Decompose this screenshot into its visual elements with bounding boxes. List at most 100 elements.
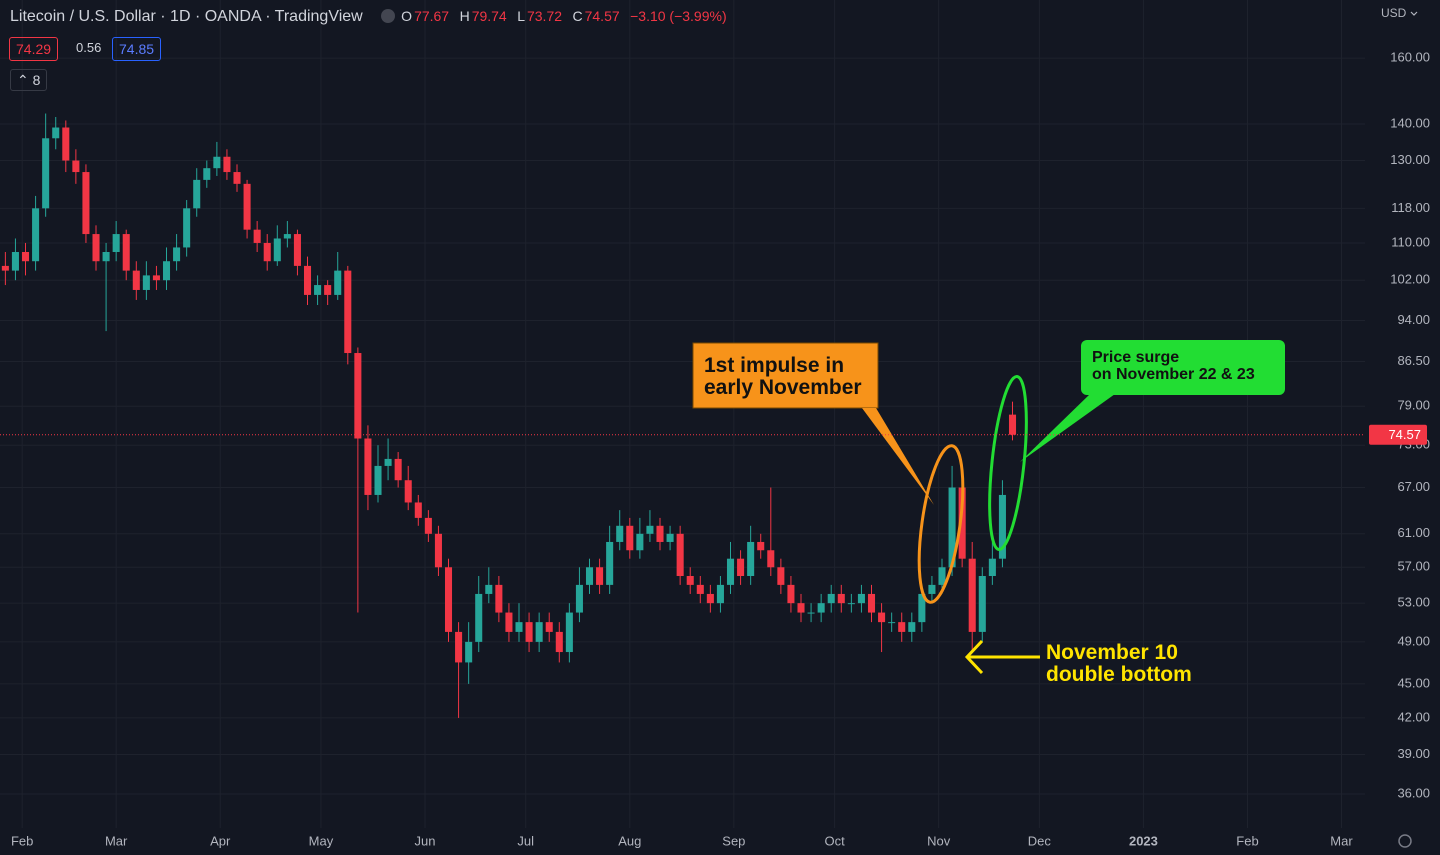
annotation-line: double bottom — [1046, 663, 1192, 686]
y-tick-label: 49.00 — [1397, 633, 1430, 648]
candle-body — [787, 584, 795, 604]
y-tick-label: 86.50 — [1397, 353, 1430, 368]
candle-body — [1008, 414, 1017, 435]
candle-body — [998, 494, 1006, 559]
candle-body — [888, 622, 896, 624]
candle-body — [324, 285, 332, 295]
candle-body — [676, 533, 684, 577]
candle-body — [908, 622, 916, 632]
y-tick-label: 36.00 — [1397, 785, 1430, 800]
ohlc-value: 79.74 — [471, 8, 507, 24]
candle-body — [233, 172, 241, 184]
candle-body — [173, 247, 181, 262]
ohlc-prefix: H — [459, 8, 470, 24]
y-tick-label: 118.00 — [1391, 200, 1430, 215]
status-dot — [380, 9, 395, 23]
candle-body — [92, 234, 100, 262]
y-tick-label: 102.00 — [1390, 272, 1430, 287]
x-tick-label: Oct — [824, 833, 845, 848]
header: Litecoin / U.S. Dollar · 1D · OANDA · Tr… — [10, 8, 733, 26]
x-tick-label: Feb — [1236, 833, 1258, 848]
candle-body — [344, 270, 352, 354]
x-tick-label: Dec — [1028, 833, 1052, 848]
candle-body — [968, 558, 976, 632]
x-tick-label: Apr — [210, 833, 231, 848]
y-tick-label: 45.00 — [1397, 675, 1430, 690]
candle-body — [455, 631, 463, 663]
candle-body — [767, 550, 775, 568]
candle-body — [273, 238, 281, 262]
ohlc-value: 73.72 — [526, 8, 563, 24]
candle-body — [414, 502, 422, 518]
candle-body — [72, 160, 80, 173]
candle-body — [918, 593, 926, 623]
y-tick-label: 67.00 — [1397, 479, 1430, 494]
candle-body — [646, 525, 654, 534]
ohlc-value: 74.57 — [584, 8, 620, 24]
ohlc-prefix: O — [401, 8, 413, 24]
candle-body — [867, 593, 876, 613]
x-tick-label: 2023 — [1129, 833, 1158, 848]
candle-body — [444, 567, 453, 632]
annotation-text: Price surge on November 22 & 23 — [1092, 349, 1255, 383]
candle-body — [958, 487, 966, 559]
y-tick-label: 39.00 — [1397, 746, 1430, 761]
annotations: 1st impulse in early November Price surge… — [692, 340, 1285, 686]
last-price-badge — [1369, 424, 1427, 445]
candle-body — [596, 567, 604, 585]
candle-body — [334, 270, 342, 295]
candle-body — [475, 593, 483, 642]
candle-body — [555, 631, 563, 653]
candle-body — [394, 458, 402, 481]
candle-body — [32, 208, 40, 262]
candle-body — [243, 183, 251, 230]
candle-body — [213, 156, 221, 169]
candle-body — [938, 567, 946, 585]
impulse-pointer — [862, 408, 934, 505]
candle-body — [364, 438, 372, 495]
annotation-line: 1st impulse in — [704, 354, 844, 377]
candle-body — [686, 576, 694, 585]
candle-body — [253, 229, 261, 243]
candle-body — [626, 525, 634, 551]
candle-body — [112, 234, 120, 252]
x-tick-label: Jun — [415, 833, 436, 848]
annotation-text: 1st impulse in early November — [704, 354, 862, 399]
currency[interactable]: USD — [1381, 6, 1407, 20]
candle-body — [948, 487, 956, 568]
candle-body — [545, 622, 553, 632]
surge-ellipse — [988, 374, 1028, 552]
indicators-toggle[interactable]: ⌃ 8 — [10, 69, 48, 91]
candle-body — [656, 525, 664, 542]
candle-body — [132, 270, 140, 290]
ohlc-prefix: C — [572, 8, 583, 24]
candle-body — [404, 480, 412, 503]
surge-pointer — [1020, 394, 1115, 462]
y-tick-label: 61.00 — [1397, 525, 1430, 540]
candle-body — [142, 275, 150, 290]
symbol-title[interactable]: Litecoin / U.S. Dollar · 1D · OANDA · Tr… — [10, 8, 363, 25]
candle-body — [837, 593, 845, 604]
y-tick-label: 140.00 — [1390, 115, 1430, 130]
buy-badge[interactable]: 74.85 — [112, 37, 162, 61]
candle-body — [847, 603, 855, 605]
candle-body — [21, 251, 30, 262]
candle-body — [898, 622, 906, 632]
annotation-line: Price surge — [1092, 349, 1179, 366]
settings-icon[interactable] — [1398, 834, 1412, 848]
sell-badge[interactable]: 74.29 — [9, 37, 59, 61]
annotation-line: early November — [704, 376, 862, 399]
candle-body — [666, 533, 674, 542]
candle-body — [203, 168, 211, 180]
candle-body — [384, 458, 392, 466]
candle-body — [696, 584, 704, 594]
candle-body — [465, 641, 473, 663]
candle-body — [52, 127, 60, 139]
candle-body — [485, 584, 493, 594]
candle-body — [102, 251, 110, 262]
candle-body — [354, 353, 362, 439]
candle-body — [162, 261, 171, 281]
candle-body — [1, 265, 9, 271]
